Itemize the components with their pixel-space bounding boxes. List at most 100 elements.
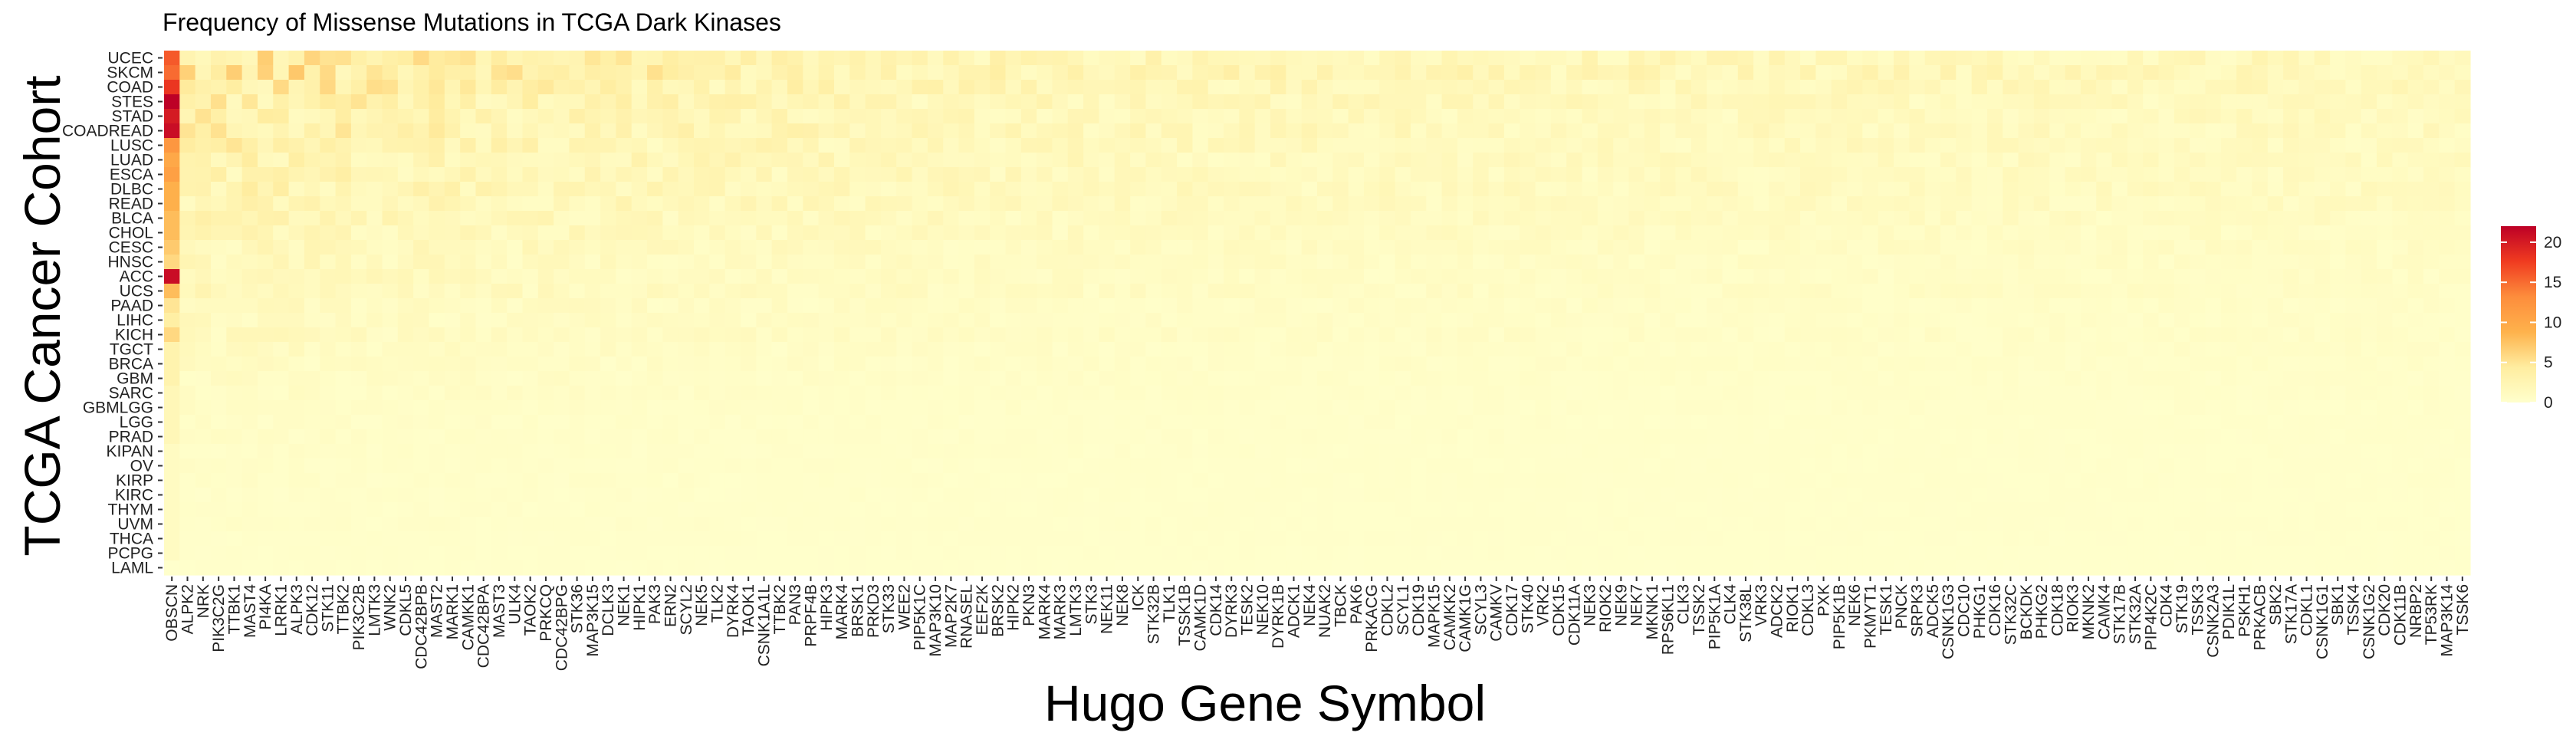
heatmap-cell — [772, 153, 788, 168]
heatmap-cell — [803, 386, 819, 401]
heatmap-cell — [366, 327, 383, 343]
heatmap-cell — [1395, 400, 1411, 416]
heatmap-cell — [289, 415, 305, 430]
heatmap-cell — [1628, 531, 1644, 547]
heatmap-cell — [1956, 167, 1972, 182]
heatmap-cell — [678, 80, 695, 95]
heatmap-cell — [2049, 342, 2065, 357]
heatmap-cell — [1192, 444, 1208, 459]
heatmap-cell — [273, 153, 289, 168]
heatmap-cell — [304, 502, 320, 518]
heatmap-cell — [1332, 488, 1349, 503]
heatmap-cell — [725, 415, 741, 430]
heatmap-cell — [2019, 342, 2035, 357]
heatmap-cell — [1613, 196, 1629, 212]
heatmap-cell — [491, 284, 508, 299]
heatmap-cell — [2439, 225, 2455, 241]
heatmap-cell — [1628, 65, 1644, 80]
heatmap-cell — [1349, 269, 1365, 284]
heatmap-cell — [1675, 517, 1691, 532]
heatmap-cell — [1489, 429, 1505, 445]
heatmap-cell — [1753, 429, 1769, 445]
heatmap-cell — [1847, 138, 1863, 153]
heatmap-cell — [179, 65, 196, 80]
heatmap-cell — [1145, 109, 1162, 124]
heatmap-cell — [569, 196, 585, 212]
heatmap-cell — [1364, 386, 1380, 401]
heatmap-cell — [196, 502, 212, 518]
heatmap-cell — [928, 502, 944, 518]
heatmap-cell — [1832, 211, 1848, 226]
heatmap-cell — [1738, 167, 1754, 182]
heatmap-cell — [1785, 153, 1801, 168]
heatmap-cell — [1332, 255, 1349, 270]
heatmap-cell — [1037, 473, 1053, 488]
heatmap-cell — [538, 123, 554, 139]
heatmap-cell — [678, 502, 695, 518]
heatmap-cell — [2205, 153, 2221, 168]
heatmap-cell — [2159, 313, 2175, 328]
heatmap-cell — [1426, 458, 1442, 474]
heatmap-cell — [1177, 298, 1193, 314]
heatmap-cell — [943, 371, 959, 386]
heatmap-cell — [2439, 196, 2455, 212]
heatmap-cell — [1021, 211, 1037, 226]
heatmap-cell — [2330, 211, 2346, 226]
heatmap-cell — [2081, 517, 2097, 532]
heatmap-cell — [1068, 123, 1084, 139]
heatmap-cell — [1286, 255, 1302, 270]
heatmap-cell — [2003, 517, 2019, 532]
heatmap-cell — [1862, 269, 1878, 284]
heatmap-cell — [1738, 517, 1754, 532]
heatmap-cell — [2034, 196, 2050, 212]
heatmap-cell — [226, 80, 242, 95]
heatmap-cell — [2205, 327, 2221, 343]
heatmap-cell — [1987, 167, 2003, 182]
heatmap-cell — [662, 211, 678, 226]
heatmap-cell — [803, 517, 819, 532]
heatmap-cell — [819, 458, 835, 474]
heatmap-cell — [2345, 415, 2361, 430]
heatmap-cell — [709, 80, 725, 95]
heatmap-cell — [1145, 429, 1162, 445]
heatmap-cell — [1083, 94, 1099, 110]
heatmap-cell — [616, 517, 632, 532]
heatmap-cell — [1145, 356, 1162, 372]
heatmap-cell — [1536, 415, 1552, 430]
heatmap-cell — [211, 182, 227, 197]
heatmap-cell — [1940, 298, 1957, 314]
heatmap-cell — [1052, 284, 1068, 299]
heatmap-cell — [803, 65, 819, 80]
heatmap-cell — [756, 473, 772, 488]
heatmap-cell — [2315, 488, 2331, 503]
heatmap-cell — [1566, 269, 1582, 284]
heatmap-cell — [196, 196, 212, 212]
heatmap-cell — [507, 473, 523, 488]
heatmap-cell — [1317, 444, 1333, 459]
heatmap-cell — [1426, 444, 1442, 459]
heatmap-cell — [1442, 109, 1458, 124]
heatmap-cell — [1644, 371, 1661, 386]
heatmap-cell — [445, 517, 461, 532]
heatmap-cell — [2330, 342, 2346, 357]
heatmap-cell — [2361, 356, 2377, 372]
heatmap-cell — [2283, 51, 2299, 66]
heatmap-cell — [1489, 415, 1505, 430]
heatmap-cell — [1177, 153, 1193, 168]
heatmap-cell — [304, 488, 320, 503]
heatmap-cell — [1909, 371, 1925, 386]
heatmap-cell — [866, 386, 882, 401]
heatmap-cell — [1145, 298, 1162, 314]
heatmap-cell — [2283, 458, 2299, 474]
heatmap-cell — [336, 123, 352, 139]
heatmap-cell — [1115, 80, 1131, 95]
heatmap-cell — [1504, 255, 1520, 270]
heatmap-cell — [522, 51, 538, 66]
heatmap-cell — [1940, 356, 1957, 372]
heatmap-cell — [1177, 356, 1193, 372]
heatmap-cell — [1691, 444, 1707, 459]
heatmap-cell — [475, 400, 491, 416]
heatmap-cell — [990, 225, 1006, 241]
heatmap-cell — [1006, 153, 1022, 168]
heatmap-cell — [2268, 502, 2284, 518]
